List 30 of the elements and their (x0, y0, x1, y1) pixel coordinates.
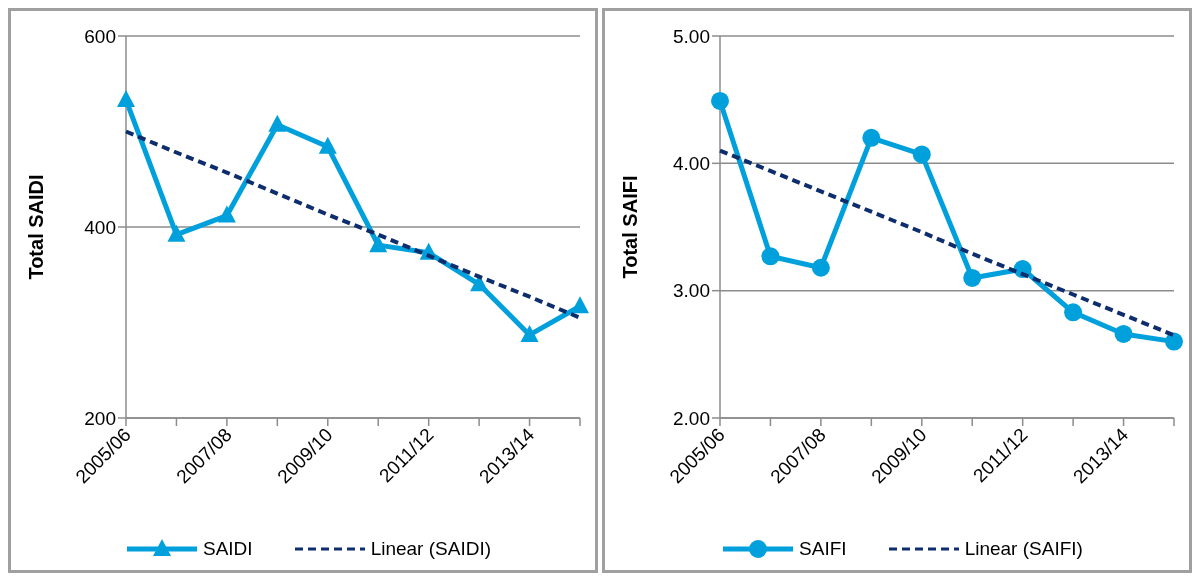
point (862, 128, 881, 147)
point (268, 114, 287, 132)
point (811, 258, 830, 277)
point (318, 136, 337, 154)
legend-label: Linear (SAIFI) (964, 538, 1083, 560)
legend-label: Linear (SAIDI) (370, 538, 491, 560)
legend-label: SAIDI (203, 538, 253, 560)
point (571, 296, 589, 314)
point (963, 268, 982, 287)
y-tick-label: 400 (84, 216, 116, 238)
y-axis-title: Total SAIFI (619, 175, 642, 279)
y-tick-label: 600 (84, 25, 116, 47)
point (117, 89, 135, 107)
point (1064, 303, 1083, 322)
y-axis-title: Total SAIDI (25, 174, 48, 280)
y-tick-label: 4.00 (673, 153, 710, 175)
y-tick-label: 200 (84, 407, 116, 429)
point (761, 247, 780, 266)
point (1114, 324, 1133, 343)
point (369, 235, 388, 253)
point (167, 224, 186, 242)
y-tick-label: 2.00 (673, 407, 710, 429)
point (520, 324, 539, 342)
y-tick-label: 5.00 (673, 25, 710, 47)
y-tick-label: 3.00 (673, 280, 710, 302)
point (711, 91, 729, 110)
legend-label: SAIFI (799, 538, 847, 560)
point (1165, 332, 1183, 351)
point (217, 205, 236, 223)
point (912, 145, 931, 164)
